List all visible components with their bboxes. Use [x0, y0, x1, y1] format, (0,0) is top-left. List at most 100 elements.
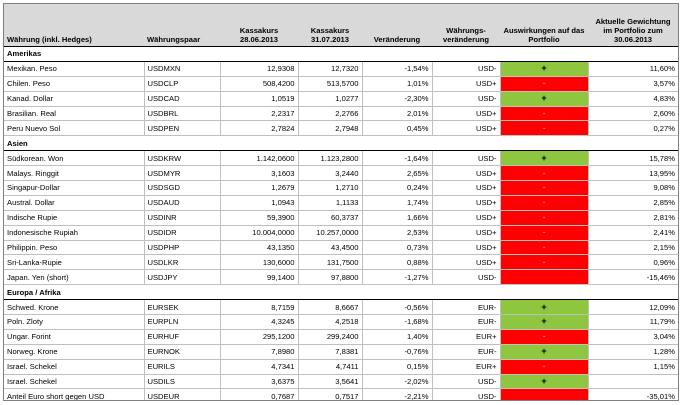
section-title: Amerikas — [4, 46, 678, 62]
cell-impact: + — [499, 344, 588, 360]
cell-rate-june: 1,2679 — [219, 180, 298, 196]
section-header-row: Amerikas — [4, 46, 678, 62]
cell-impact: - — [499, 106, 588, 122]
cell-pair: USDSGD — [143, 180, 220, 196]
cell-rate-july: 4,7411 — [297, 359, 362, 375]
table-row: Singapur-Dollar USDSGD 1,2679 1,2710 0,24% US… — [4, 180, 678, 196]
cell-pair: EURILS — [143, 359, 220, 375]
cell-currency: Chilen. Peso — [4, 76, 144, 92]
cell-rate-july: 1,2710 — [297, 180, 362, 196]
section-header-row: Europa / Afrika — [4, 284, 678, 301]
cell-pair: EURHUF — [143, 329, 220, 345]
cell-rate-july: 2,2766 — [297, 106, 362, 122]
cell-rate-june: 1,0519 — [219, 91, 298, 107]
cell-weight: 11,79% — [587, 314, 678, 330]
cell-rate-june: 295,1200 — [219, 329, 298, 345]
cell-pair: USDMXN — [143, 61, 220, 77]
cell-fx-change: USD- — [431, 269, 500, 286]
cell-change: 2,65% — [361, 165, 432, 182]
cell-rate-july: 3,2440 — [297, 165, 362, 182]
cell-rate-july: 3,5641 — [297, 374, 362, 390]
cell-impact: + — [499, 150, 588, 167]
cell-impact: + — [499, 61, 588, 77]
cell-weight: 9,08% — [587, 180, 678, 196]
cell-currency: Südkorean. Won — [4, 150, 144, 167]
cell-change: -2,02% — [361, 374, 432, 390]
cell-weight: 2,81% — [587, 210, 678, 226]
cell-currency: Kanad. Dollar — [4, 91, 144, 107]
cell-currency: Poln. Zloty — [4, 314, 144, 330]
cell-rate-july: 2,7948 — [297, 120, 362, 137]
cell-pair: USDKRW — [143, 150, 220, 167]
cell-rate-july: 513,5700 — [297, 76, 362, 92]
cell-currency: Anteil Euro short gegen USD — [4, 388, 144, 400]
cell-weight: -35,01% — [587, 388, 678, 400]
cell-change: 2,53% — [361, 225, 432, 241]
cell-change: 0,24% — [361, 180, 432, 196]
cell-impact: - — [499, 329, 588, 345]
cell-impact — [499, 269, 588, 286]
cell-rate-july: 131,7500 — [297, 254, 362, 271]
cell-pair: USDLKR — [143, 254, 220, 271]
cell-weight: 0,27% — [587, 120, 678, 137]
cell-currency: Norweg. Krone — [4, 344, 144, 360]
section-header-row: Asien — [4, 135, 678, 152]
cell-weight: 2,85% — [587, 195, 678, 211]
cell-change: 0,88% — [361, 254, 432, 271]
cell-currency: Israel. Schekel — [4, 359, 144, 375]
cell-currency: Indische Rupie — [4, 210, 144, 226]
cell-rate-june: 3,6375 — [219, 374, 298, 390]
cell-change: 1,66% — [361, 210, 432, 226]
cell-currency: Singapur-Dollar — [4, 180, 144, 196]
cell-rate-july: 8,6667 — [297, 299, 362, 316]
cell-pair: USDILS — [143, 374, 220, 390]
cell-fx-change: USD- — [431, 150, 500, 167]
cell-fx-change: EUR- — [431, 314, 500, 330]
table-row: Japan. Yen (short) USDJPY 99,1400 97,8800 -1… — [4, 269, 678, 286]
table-row: Brasilian. Real USDBRL 2,2317 2,2766 2,01% US… — [4, 106, 678, 122]
header-change: Veränderung — [362, 4, 432, 47]
currency-table-frame: Währung (inkl. Hedges) Währungspaar Kass… — [3, 3, 679, 401]
cell-currency: Austral. Dollar — [4, 195, 144, 211]
cell-change: -2,30% — [361, 91, 432, 107]
cell-change: -1,64% — [361, 150, 432, 167]
cell-pair: USDJPY — [143, 269, 220, 286]
cell-rate-june: 99,1400 — [219, 269, 298, 286]
cell-weight: 13,95% — [587, 165, 678, 182]
table-row: Mexikan. Peso USDMXN 12,9308 12,7320 -1,54% U… — [4, 61, 678, 77]
table-row: Indische Rupie USDINR 59,3900 60,3737 1,66% U… — [4, 210, 678, 226]
cell-weight: 2,15% — [587, 240, 678, 256]
cell-impact: - — [499, 254, 588, 271]
cell-impact: + — [499, 314, 588, 330]
cell-currency: Ungar. Forint — [4, 329, 144, 345]
section-title: Asien — [4, 135, 678, 152]
cell-rate-june: 1,0943 — [219, 195, 298, 211]
cell-change: 2,01% — [361, 106, 432, 122]
cell-rate-june: 7,8980 — [219, 344, 298, 360]
cell-impact: + — [499, 374, 588, 390]
cell-rate-june: 2,2317 — [219, 106, 298, 122]
cell-impact: - — [499, 225, 588, 241]
cell-impact: + — [499, 91, 588, 107]
cell-fx-change: USD+ — [431, 195, 500, 211]
table-header-row: Währung (inkl. Hedges) Währungspaar Kass… — [4, 4, 678, 47]
cell-rate-july: 1,1133 — [297, 195, 362, 211]
cell-rate-july: 7,8381 — [297, 344, 362, 360]
cell-impact: - — [499, 210, 588, 226]
cell-impact — [499, 388, 588, 400]
cell-currency: Brasilian. Real — [4, 106, 144, 122]
cell-fx-change: USD+ — [431, 165, 500, 182]
cell-weight: 2,41% — [587, 225, 678, 241]
cell-pair: USDCAD — [143, 91, 220, 107]
table-row: Anteil Euro short gegen USD USDEUR 0,7687 0… — [4, 388, 678, 400]
cell-currency: Sri-Lanka-Rupie — [4, 254, 144, 271]
cell-weight: 1,15% — [587, 359, 678, 375]
cell-change: 1,40% — [361, 329, 432, 345]
cell-weight: 2,60% — [587, 106, 678, 122]
cell-weight: 4,83% — [587, 91, 678, 107]
cell-weight: -15,46% — [587, 269, 678, 286]
header-rate-july: Kassakurs 31.07.2013 — [298, 4, 362, 47]
cell-change: 0,15% — [361, 359, 432, 375]
cell-impact: - — [499, 120, 588, 137]
cell-fx-change: USD- — [431, 61, 500, 77]
